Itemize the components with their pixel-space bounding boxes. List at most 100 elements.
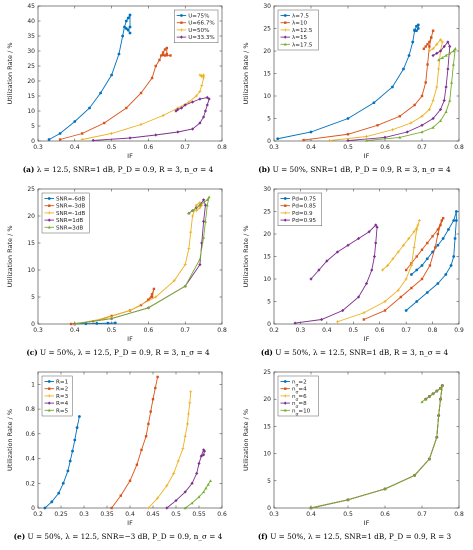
data-point: [444, 85, 448, 89]
chart-panel-a: 0.3 0.4 0.5 0.6 0.7 0.8 0 5 10 15 20 25 30 35 40 45 IF Ut…: [0, 0, 236, 183]
data-point: [416, 27, 420, 30]
data-point: [374, 223, 378, 227]
data-point: [454, 219, 458, 222]
data-point: [126, 16, 130, 20]
data-point: [426, 63, 429, 66]
legend-marker: [283, 401, 287, 405]
data-point: [439, 386, 442, 390]
data-point: [50, 500, 54, 504]
y-tick-label: 10: [263, 93, 271, 100]
y-axis-label: Utilization Rate / %: [6, 409, 14, 471]
data-point: [453, 237, 457, 240]
data-point: [206, 482, 210, 486]
data-point: [165, 54, 168, 57]
y-tick-label: 1: [31, 381, 35, 388]
data-point: [80, 132, 84, 135]
data-point: [158, 58, 161, 62]
data-point: [144, 435, 148, 438]
y-tick-label: 0.2: [25, 480, 35, 487]
data-point: [439, 397, 442, 401]
data-point: [176, 459, 180, 463]
y-axis-label: Utilization Rate / %: [6, 42, 14, 104]
data-point: [372, 101, 376, 105]
data-point: [207, 195, 211, 199]
data-point: [404, 268, 408, 272]
legend-label: R=1: [56, 380, 69, 386]
caption-label-a: (a): [22, 165, 35, 174]
data-point: [420, 400, 424, 404]
data-point: [436, 243, 440, 247]
data-point: [431, 125, 435, 129]
y-tick-label: 0: [31, 505, 35, 512]
data-point: [194, 94, 198, 98]
data-point: [449, 264, 453, 267]
y-tick-label: 25: [27, 186, 35, 193]
data-point: [71, 449, 74, 453]
y-tick-label: 10: [263, 276, 271, 283]
data-point: [410, 286, 413, 290]
data-point: [302, 138, 305, 142]
data-point: [383, 300, 387, 303]
data-point: [417, 219, 421, 222]
data-point: [154, 295, 158, 299]
legend-label: Pd=0.9: [292, 211, 313, 217]
data-point: [183, 284, 187, 288]
data-point: [335, 320, 339, 324]
y-tick-label: 20: [27, 78, 35, 85]
y-tick-label: 25: [263, 209, 271, 216]
data-point: [404, 309, 408, 312]
x-tick-label: 0.4: [70, 327, 80, 334]
data-point: [68, 459, 72, 463]
data-point: [442, 98, 446, 103]
series-4: [365, 47, 457, 142]
data-point: [207, 97, 211, 101]
data-point: [440, 384, 444, 387]
data-point: [415, 255, 418, 258]
data-point: [412, 246, 416, 249]
legend-marker: [283, 380, 287, 383]
data-point: [58, 132, 62, 135]
data-point: [356, 295, 361, 299]
legend-label: R=2: [56, 387, 68, 393]
data-point: [434, 246, 437, 249]
chart-a: 0.3 0.4 0.5 0.6 0.7 0.8 0 5 10 15 20 25 30 35 40 45 IF Ut…: [6, 3, 227, 160]
legend-marker: [48, 204, 51, 207]
data-point: [402, 243, 405, 247]
data-point: [147, 422, 150, 426]
legend-label: nσ=8: [292, 401, 307, 410]
data-point: [431, 392, 435, 395]
data-point: [420, 123, 424, 127]
series-0: [47, 13, 132, 141]
data-point: [73, 322, 77, 326]
x-tick-label: 0.2: [33, 511, 43, 518]
legend-marker: [283, 211, 287, 215]
y-tick-label: 45: [27, 3, 35, 10]
data-point: [198, 121, 202, 125]
chart-b: 0.3 0.4 0.5 0.6 0.7 0.8 0 5 10 15 20 25 30 IF Utilizat…: [242, 3, 464, 160]
legend-marker: [48, 387, 51, 390]
data-point: [420, 264, 424, 267]
data-point: [411, 40, 415, 44]
data-point: [200, 84, 204, 87]
chart-d: 0.2 0.3 0.4 0.5 0.6 0.7 0.8 0.9 0 5 10 15 20 25 30 IF Ut…: [242, 186, 464, 343]
x-tick-label: 0.6: [217, 511, 227, 518]
data-point: [113, 321, 117, 325]
data-point: [203, 109, 208, 113]
data-point: [205, 198, 209, 201]
x-axis-label: IF: [364, 519, 370, 527]
legend-label: nσ=10: [292, 408, 311, 417]
legend-marker: [47, 394, 51, 398]
y-tick-label: 0: [31, 321, 35, 328]
data-point: [276, 137, 280, 141]
caption-a: (a) λ = 12.5, SNR=1 dB, P_D = 0.9, R = 3…: [0, 165, 236, 174]
data-point: [161, 51, 165, 54]
y-tick-label: 0: [267, 505, 271, 512]
data-point: [150, 76, 154, 80]
series-0: [43, 415, 81, 510]
data-point: [398, 135, 402, 139]
data-point: [205, 203, 209, 207]
legend-marker: [47, 211, 51, 215]
data-point: [451, 49, 455, 53]
y-tick-label: 10: [263, 451, 271, 458]
data-point: [415, 228, 419, 231]
